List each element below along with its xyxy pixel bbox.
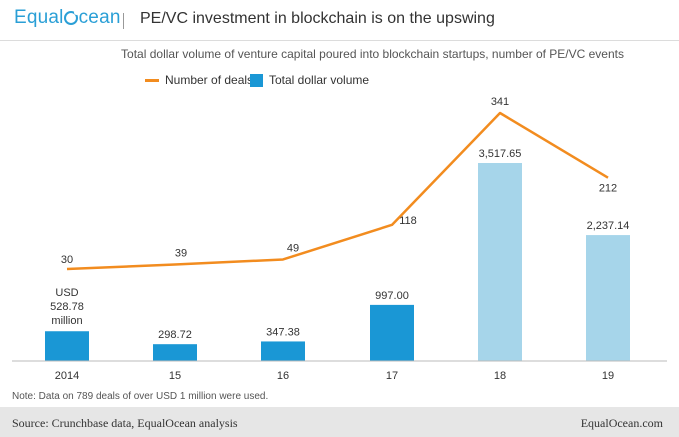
- line-value-label: 30: [61, 254, 73, 266]
- header-rule: [0, 40, 679, 41]
- legend-bar-label: Total dollar volume: [269, 73, 370, 87]
- bar-19: [586, 235, 630, 361]
- line-value-label: 118: [399, 215, 417, 227]
- page-title: PE/VC investment in blockchain is on the…: [140, 10, 495, 27]
- bar-value-label: 997.00: [375, 290, 409, 302]
- header: Equal cean PE/VC investment in blockchain…: [0, 0, 679, 40]
- chart-subtitle: Total dollar volume of venture capital p…: [121, 47, 624, 61]
- legend-item-volume: Total dollar volume: [250, 73, 369, 87]
- line-value-label: 39: [175, 247, 187, 259]
- legend-line-label: Number of deals: [165, 73, 254, 87]
- x-tick-label: 15: [169, 370, 181, 382]
- bar-unit-label: million: [51, 315, 82, 327]
- x-tick-label: 19: [602, 370, 614, 382]
- legend-line-swatch: [145, 78, 159, 82]
- deals-line: [66, 111, 609, 271]
- x-tick-label: 18: [494, 370, 506, 382]
- logo-o-icon: [64, 10, 80, 25]
- chart-note: Note: Data on 789 deals of over USD 1 mi…: [12, 391, 269, 402]
- site-link[interactable]: EqualOcean.com: [580, 416, 663, 430]
- bar-value-label: 2,237.14: [587, 220, 630, 232]
- equalocean-logo[interactable]: Equal cean: [14, 7, 121, 29]
- bar-value-label: 298.72: [158, 329, 192, 341]
- bar-18: [478, 163, 522, 361]
- bar-value-label: 528.78: [50, 301, 84, 313]
- logo-prefix: Equal: [14, 7, 64, 28]
- x-tick-label: 16: [277, 370, 289, 382]
- bar-17: [370, 304, 414, 361]
- bar-unit-label: USD: [55, 287, 78, 299]
- bar-value-label: 347.38: [266, 326, 300, 338]
- line-value-label: 341: [491, 96, 509, 108]
- x-tick-label: 17: [386, 370, 398, 382]
- legend-bar-swatch: [250, 73, 263, 87]
- x-tick-label: 2014: [55, 370, 79, 382]
- header-divider: [123, 13, 124, 29]
- line-value-label: 212: [599, 183, 617, 195]
- line-value-label: 49: [287, 242, 299, 254]
- bar-15: [153, 344, 197, 361]
- logo-suffix: cean: [78, 7, 121, 28]
- legend-item-deals: Number of deals: [145, 73, 253, 87]
- source-text: Source: Crunchbase data, EqualOcean anal…: [12, 416, 238, 430]
- bar-value-label: 3,517.65: [479, 148, 522, 160]
- bar-16: [261, 341, 305, 361]
- bar-2014: [45, 331, 89, 361]
- footer: Source: Crunchbase data, EqualOcean anal…: [0, 407, 679, 437]
